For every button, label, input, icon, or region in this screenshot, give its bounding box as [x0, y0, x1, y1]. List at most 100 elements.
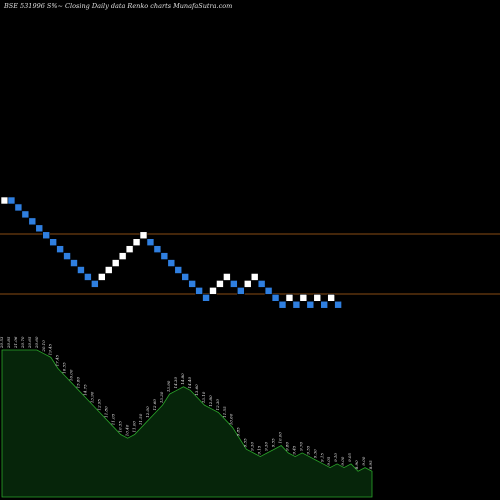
renko-brick-40: [271, 293, 280, 302]
price-label-16: 11.80: [103, 406, 108, 418]
renko-brick-20: [132, 238, 141, 246]
price-label-41: 10.00: [277, 432, 282, 444]
renko-brick-27: [181, 273, 189, 281]
price-label-29: 13.60: [194, 384, 199, 396]
renko-brick-15: [98, 273, 106, 281]
renko-brick-36: [243, 280, 252, 288]
renko-brick-12: [77, 266, 85, 274]
price-label-7: 20.10: [41, 340, 46, 353]
price-label-1: 20.53: [0, 336, 4, 349]
price-label-3: 21.06: [13, 336, 18, 349]
renko-brick-4: [21, 210, 30, 219]
price-label-44: 9.70: [298, 442, 303, 451]
renko-brick-47: [320, 300, 329, 309]
renko-brick-46: [313, 293, 322, 302]
price-label-34: 10.60: [229, 413, 234, 425]
renko-brick-48: [327, 293, 335, 302]
renko-brick-28: [188, 280, 196, 288]
price-label-40: 9.55: [271, 438, 276, 447]
renko-brick-33: [223, 273, 231, 281]
price-label-4: 20.70: [20, 336, 25, 349]
price-label-11: 16.00: [69, 369, 74, 381]
price-label-15: 12.95: [96, 399, 101, 411]
renko-brick-3: [14, 203, 23, 212]
renko-brick-43: [292, 300, 301, 309]
price-label-26: 14.30: [173, 377, 178, 389]
price-label-33: 11.55: [222, 406, 227, 418]
renko-brick-8: [49, 238, 57, 246]
renko-brick-10: [63, 252, 71, 260]
reference-lines: [0, 233, 500, 295]
price-label-43: 9.45: [291, 445, 296, 454]
price-label-51: 9.05: [347, 453, 352, 462]
price-label-28: 14.40: [187, 377, 192, 389]
price-label-5: 20.65: [27, 336, 32, 349]
renko-brick-18: [118, 252, 127, 260]
price-label-45: 9.55: [305, 445, 310, 454]
price-label-32: 12.30: [215, 399, 220, 411]
renko-brick-29: [195, 287, 203, 295]
price-label-8: 19.45: [48, 343, 53, 355]
renko-brick-39: [264, 287, 273, 295]
price-area-fill: [1, 349, 373, 498]
price-label-53: 9.00: [361, 456, 366, 465]
price-label-49: 9.10: [333, 453, 338, 462]
price-label-24: 13.30: [159, 391, 164, 403]
renko-brick-34: [230, 280, 238, 288]
price-label-22: 12.00: [145, 406, 150, 418]
renko-brick-49: [334, 300, 342, 309]
renko-brick-25: [167, 259, 176, 267]
renko-brick-45: [306, 300, 315, 309]
price-area: [1, 349, 373, 498]
renko-brick-32: [216, 280, 224, 288]
renko-brick-44: [299, 293, 308, 302]
renko-brick-7: [42, 231, 51, 240]
price-label-9: 17.45: [55, 354, 60, 366]
price-label-12: 15.80: [76, 377, 81, 389]
price-label-46: 9.30: [312, 449, 317, 458]
renko-brick-2: [7, 196, 16, 205]
price-label-20: 11.00: [131, 421, 136, 433]
price-label-36: 9.55: [243, 438, 248, 447]
price-label-19: 10.40: [124, 424, 129, 436]
renko-brick-21: [139, 231, 148, 240]
renko-brick-41: [278, 300, 287, 309]
price-label-54: 8.95: [368, 460, 373, 469]
renko-brick-24: [160, 252, 169, 260]
price-label-21: 11.50: [138, 413, 143, 425]
price-label-38: 9.15: [257, 445, 262, 454]
price-label-42: 9.80: [284, 442, 289, 451]
renko-brick-1: [0, 196, 9, 205]
renko-brick-30: [202, 293, 210, 302]
renko-brick-5: [28, 217, 37, 226]
renko-brick-11: [70, 259, 78, 267]
renko-brick-23: [153, 245, 162, 253]
price-label-30: 13.10: [201, 391, 206, 403]
price-label-27: 14.80: [180, 373, 185, 385]
price-labels: 20.53 20.85 21.06 20.70 20.65 20.60 20.10 19.45…: [0, 336, 373, 469]
renko-brick-35: [237, 287, 245, 295]
price-label-13: 14.75: [83, 384, 88, 396]
price-label-35: 9.85: [236, 427, 241, 436]
renko-brick-9: [56, 245, 64, 253]
renko-brick-6: [35, 224, 44, 233]
renko-brick-13: [84, 273, 92, 281]
price-label-10: 16.55: [62, 362, 67, 374]
renko-brick-14: [91, 280, 99, 288]
renko-brick-42: [285, 293, 294, 302]
renko-brick-22: [146, 238, 155, 246]
renko-brick-38: [257, 280, 266, 288]
price-label-48: 9.05: [326, 456, 331, 465]
renko-brick-37: [250, 273, 259, 281]
renko-brick-26: [174, 266, 183, 274]
price-label-50: 9.00: [340, 456, 345, 465]
price-label-31: 12.80: [208, 395, 213, 407]
renko-brick-19: [125, 245, 134, 253]
price-label-17: 11.05: [110, 413, 115, 425]
renko-brick-16: [104, 266, 113, 274]
price-label-6: 20.60: [34, 336, 39, 349]
renko-brick-17: [111, 259, 120, 267]
chart-title: BSE 531996 S%~ Closing Daily data Renko …: [4, 2, 233, 10]
